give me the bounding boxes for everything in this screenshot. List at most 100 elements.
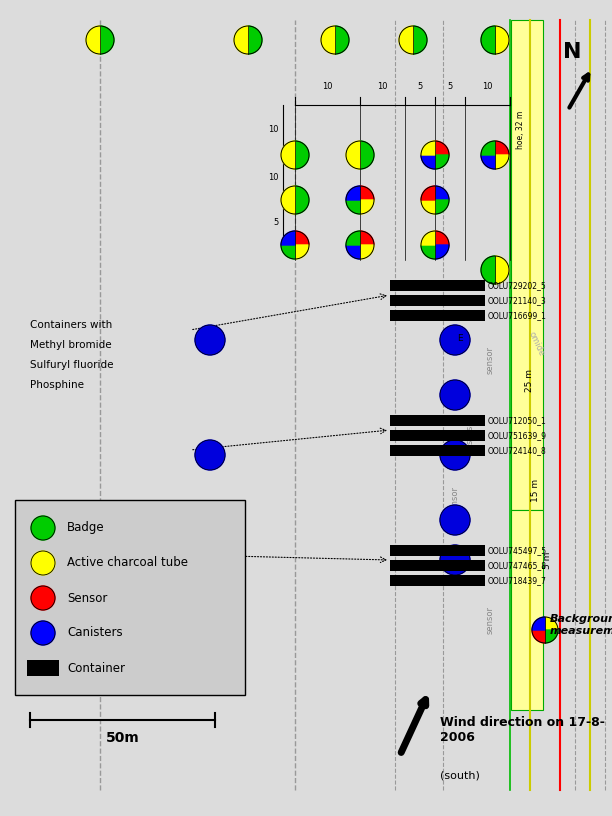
Polygon shape: [421, 200, 435, 214]
Text: OOLU747465_8: OOLU747465_8: [488, 561, 547, 570]
Text: Sensor: Sensor: [67, 592, 107, 605]
Text: N: N: [563, 42, 581, 62]
Text: 5: 5: [274, 218, 279, 227]
Bar: [511, 20, 543, 510]
Text: 5: 5: [447, 82, 453, 91]
Bar: [390, 445, 485, 456]
Text: 5: 5: [417, 82, 423, 91]
Polygon shape: [421, 231, 435, 245]
Text: omide: omide: [527, 330, 547, 357]
Polygon shape: [413, 26, 427, 54]
Polygon shape: [421, 186, 435, 200]
Text: 10: 10: [269, 126, 279, 135]
Text: 10: 10: [377, 82, 388, 91]
Polygon shape: [360, 245, 374, 259]
Polygon shape: [495, 256, 509, 284]
Polygon shape: [435, 200, 449, 214]
Text: (south): (south): [440, 770, 480, 780]
Polygon shape: [532, 617, 545, 630]
Text: OOLU751639_9: OOLU751639_9: [488, 431, 547, 440]
Text: hoe, 32 m: hoe, 32 m: [515, 111, 524, 149]
Polygon shape: [481, 155, 495, 169]
Ellipse shape: [195, 440, 225, 470]
Polygon shape: [481, 141, 495, 155]
Polygon shape: [281, 231, 295, 245]
Text: sensor: sensor: [450, 486, 460, 514]
Ellipse shape: [440, 505, 470, 535]
Ellipse shape: [440, 380, 470, 410]
Text: E: E: [457, 334, 463, 343]
Polygon shape: [346, 245, 360, 259]
Text: Phosphine: Phosphine: [30, 380, 84, 390]
Polygon shape: [495, 155, 509, 169]
Bar: [390, 430, 485, 441]
Text: Canisters: Canisters: [67, 627, 122, 640]
Bar: [390, 545, 485, 556]
Polygon shape: [360, 141, 374, 169]
Text: 5 m: 5 m: [543, 552, 553, 569]
Polygon shape: [346, 186, 360, 200]
Polygon shape: [295, 231, 309, 245]
Ellipse shape: [31, 586, 55, 610]
Polygon shape: [481, 26, 495, 54]
Ellipse shape: [31, 551, 55, 575]
Text: sensor: sensor: [485, 346, 494, 374]
Polygon shape: [399, 26, 413, 54]
Ellipse shape: [195, 545, 225, 575]
Polygon shape: [481, 256, 495, 284]
Text: OOLU716699_1: OOLU716699_1: [488, 311, 547, 320]
Text: Containers with: Containers with: [30, 320, 112, 330]
Text: OOLU745497_5: OOLU745497_5: [488, 546, 547, 555]
Polygon shape: [360, 186, 374, 200]
Text: Wind direction on 17-8-
2006: Wind direction on 17-8- 2006: [440, 716, 605, 744]
Bar: [390, 295, 485, 306]
Text: 25 m: 25 m: [214, 526, 236, 534]
Polygon shape: [435, 245, 449, 259]
Text: OOLU729202_5: OOLU729202_5: [488, 281, 547, 290]
Text: OOLU718439_7: OOLU718439_7: [488, 576, 547, 585]
Text: Background
measurement: Background measurement: [550, 614, 612, 636]
Polygon shape: [545, 617, 558, 630]
Bar: [390, 560, 485, 571]
Bar: [390, 280, 485, 291]
Bar: [27, 660, 59, 676]
Text: sensor: sensor: [485, 606, 494, 634]
Polygon shape: [346, 141, 360, 169]
Polygon shape: [295, 245, 309, 259]
Polygon shape: [281, 245, 295, 259]
Polygon shape: [421, 155, 435, 169]
Polygon shape: [346, 200, 360, 214]
Polygon shape: [100, 26, 114, 54]
Polygon shape: [435, 155, 449, 169]
Polygon shape: [495, 26, 509, 54]
Bar: [390, 415, 485, 426]
Polygon shape: [86, 26, 100, 54]
Polygon shape: [346, 231, 360, 245]
Text: 10: 10: [323, 82, 333, 91]
Text: OOLU712050_1: OOLU712050_1: [488, 416, 547, 425]
Polygon shape: [360, 231, 374, 245]
Polygon shape: [335, 26, 349, 54]
Text: 10: 10: [269, 173, 279, 182]
Polygon shape: [421, 245, 435, 259]
Polygon shape: [435, 186, 449, 200]
Text: Active charcoal tube: Active charcoal tube: [67, 557, 188, 570]
Text: Sulfuryl fluoride: Sulfuryl fluoride: [30, 360, 113, 370]
Bar: [390, 310, 485, 321]
Ellipse shape: [195, 325, 225, 355]
Polygon shape: [360, 200, 374, 214]
Polygon shape: [435, 141, 449, 155]
Polygon shape: [532, 630, 545, 643]
Polygon shape: [321, 26, 335, 54]
Text: sensor: sensor: [466, 416, 474, 444]
Text: Badge: Badge: [67, 521, 105, 534]
Polygon shape: [248, 26, 262, 54]
Polygon shape: [295, 186, 309, 214]
Polygon shape: [234, 26, 248, 54]
Text: 10: 10: [482, 82, 493, 91]
Text: 25 m: 25 m: [526, 369, 534, 392]
Polygon shape: [295, 141, 309, 169]
Polygon shape: [545, 630, 558, 643]
Polygon shape: [281, 186, 295, 214]
Polygon shape: [281, 141, 295, 169]
